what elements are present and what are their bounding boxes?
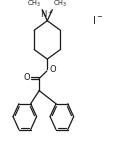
- Text: N$^+$: N$^+$: [40, 8, 54, 20]
- Text: I$^-$: I$^-$: [92, 14, 104, 26]
- Text: O: O: [49, 65, 56, 74]
- Text: CH$_3$: CH$_3$: [27, 0, 42, 9]
- Text: O: O: [23, 73, 30, 82]
- Text: CH$_3$: CH$_3$: [53, 0, 67, 9]
